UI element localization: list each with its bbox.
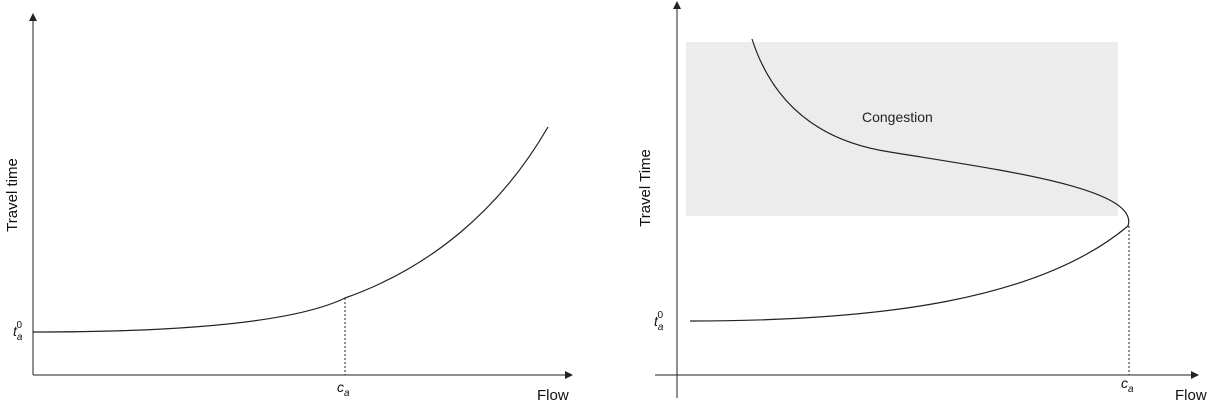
left-y-tick-t0: ta0: [13, 320, 23, 343]
left-panel: Travel time Flow ta0 ca: [4, 13, 573, 404]
right-x-tick-ca: ca: [1121, 375, 1134, 395]
right-y-tick-t0: ta0: [654, 310, 664, 333]
left-x-axis-label: Flow: [537, 387, 569, 404]
right-backward-bending-curve: [689, 38, 1130, 322]
right-x-axis-label: Flow: [1175, 387, 1207, 404]
left-y-axis-label: Travel time: [4, 158, 21, 232]
congestion-region: [686, 42, 1118, 216]
congestion-label: Congestion: [862, 109, 933, 125]
right-panel: Congestion Travel Time Flow ta0 ca: [637, 1, 1207, 404]
right-y-axis-label: Travel Time: [637, 149, 654, 227]
left-travel-time-curve: [32, 126, 549, 333]
left-x-tick-ca: ca: [337, 379, 350, 399]
